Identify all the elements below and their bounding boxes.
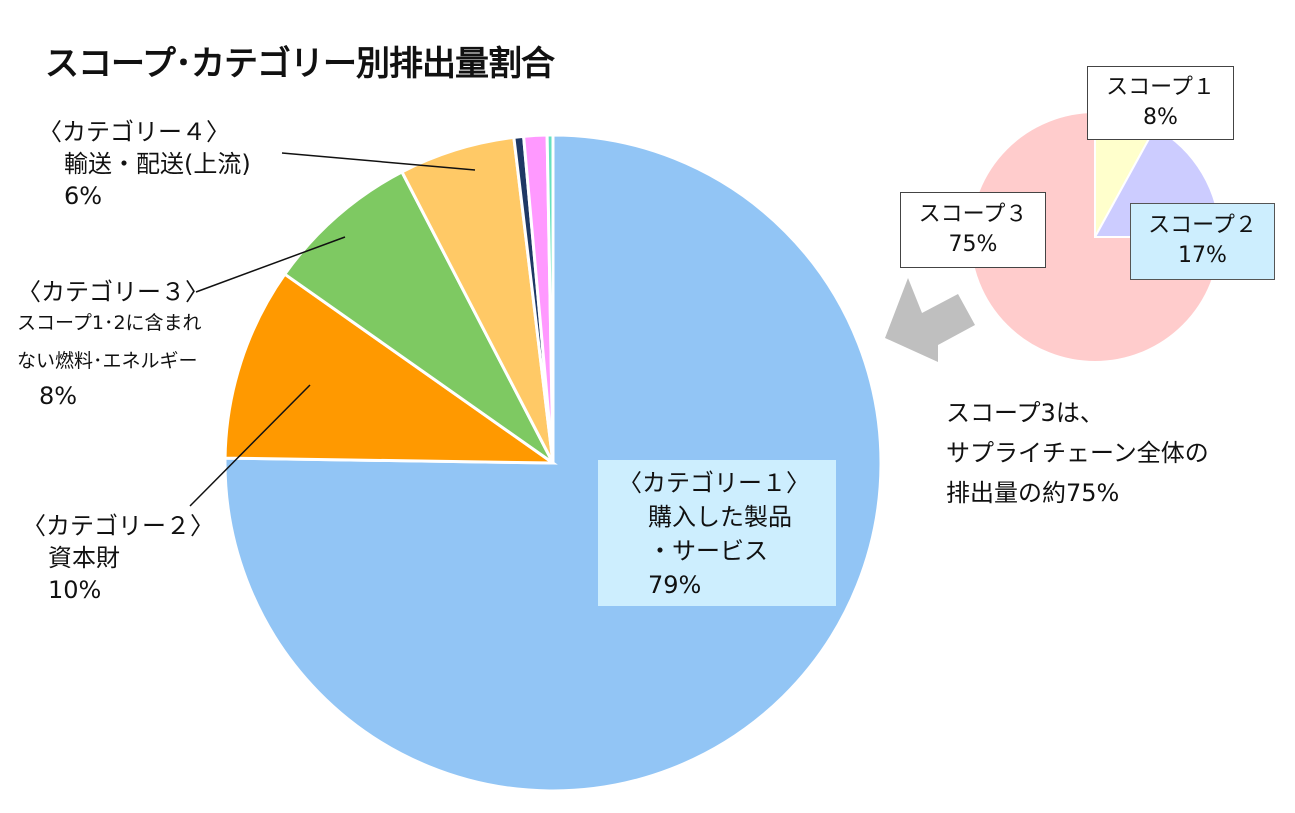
cat2-leader-line: [189, 384, 311, 507]
category-pie-slice-2: [223, 272, 558, 465]
cat2-label: 〈カテゴリー２〉 資本財 10%: [22, 510, 214, 606]
cat1-label-heading: 〈カテゴリー１〉: [618, 469, 810, 497]
cat3-label-value: 8%: [39, 382, 78, 410]
scope3-label-name: スコープ３: [918, 202, 1028, 227]
cat1-label-name-2: ・サービス: [648, 537, 768, 565]
cat4-label-value: 6%: [64, 182, 103, 210]
cat4-label-name: 輸送・配送(上流): [64, 150, 251, 178]
cat3-label-name-1: スコープ1･2に含まれ: [17, 312, 202, 334]
cat1-label-name-1: 購入した製品: [648, 503, 792, 531]
category-pie-slice-7: [545, 133, 555, 464]
scope1-label-name: スコープ１: [1106, 75, 1215, 100]
category-pie-slice-3: [282, 169, 555, 465]
cat4-leader-line: [281, 152, 476, 171]
cat3-label: 〈カテゴリー３〉 スコープ1･2に含まれ ない燃料･エネルギー 8%: [17, 276, 209, 412]
cat1-label-value: 79%: [648, 571, 702, 599]
note-line-1: スコープ3は、: [946, 399, 1104, 427]
note-line-3: 排出量の約75%: [946, 479, 1120, 507]
cat4-label-heading: 〈カテゴリー４〉: [38, 118, 230, 146]
cat1-label: 〈カテゴリー１〉 購入した製品 ・サービス 79%: [598, 460, 836, 606]
scope3-label: スコープ３ 75%: [900, 192, 1046, 268]
cat2-label-heading: 〈カテゴリー２〉: [22, 512, 214, 540]
cat2-label-name: 資本財: [48, 544, 120, 572]
scope3-note: スコープ3は、 サプライチェーン全体の 排出量の約75%: [946, 393, 1209, 513]
scope3-label-value: 75%: [948, 232, 998, 257]
cat4-label: 〈カテゴリー４〉 輸送・配送(上流) 6%: [38, 116, 251, 212]
scope2-label: スコープ２ 17%: [1130, 203, 1275, 280]
chart-title: スコープ･カテゴリー別排出量割合: [45, 44, 555, 84]
scope2-label-name: スコープ２: [1148, 213, 1257, 238]
arrow-icon: [885, 278, 975, 362]
cat2-label-value: 10%: [48, 576, 102, 604]
scope1-label: スコープ１ 8%: [1087, 66, 1234, 140]
category-pie: [223, 133, 883, 793]
scope1-label-value: 8%: [1143, 105, 1178, 130]
note-line-2: サプライチェーン全体の: [946, 439, 1209, 467]
scope2-label-value: 17%: [1178, 243, 1227, 268]
cat3-label-heading: 〈カテゴリー３〉: [17, 278, 209, 306]
cat3-leader-line: [195, 236, 346, 293]
scope-pie-slice-3: [969, 110, 1222, 363]
cat3-label-name-2: ない燃料･エネルギー: [17, 350, 198, 372]
